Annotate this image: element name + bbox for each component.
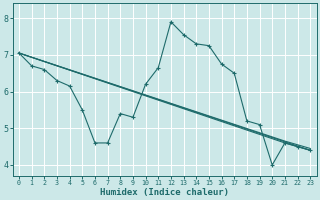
X-axis label: Humidex (Indice chaleur): Humidex (Indice chaleur) [100,188,229,197]
